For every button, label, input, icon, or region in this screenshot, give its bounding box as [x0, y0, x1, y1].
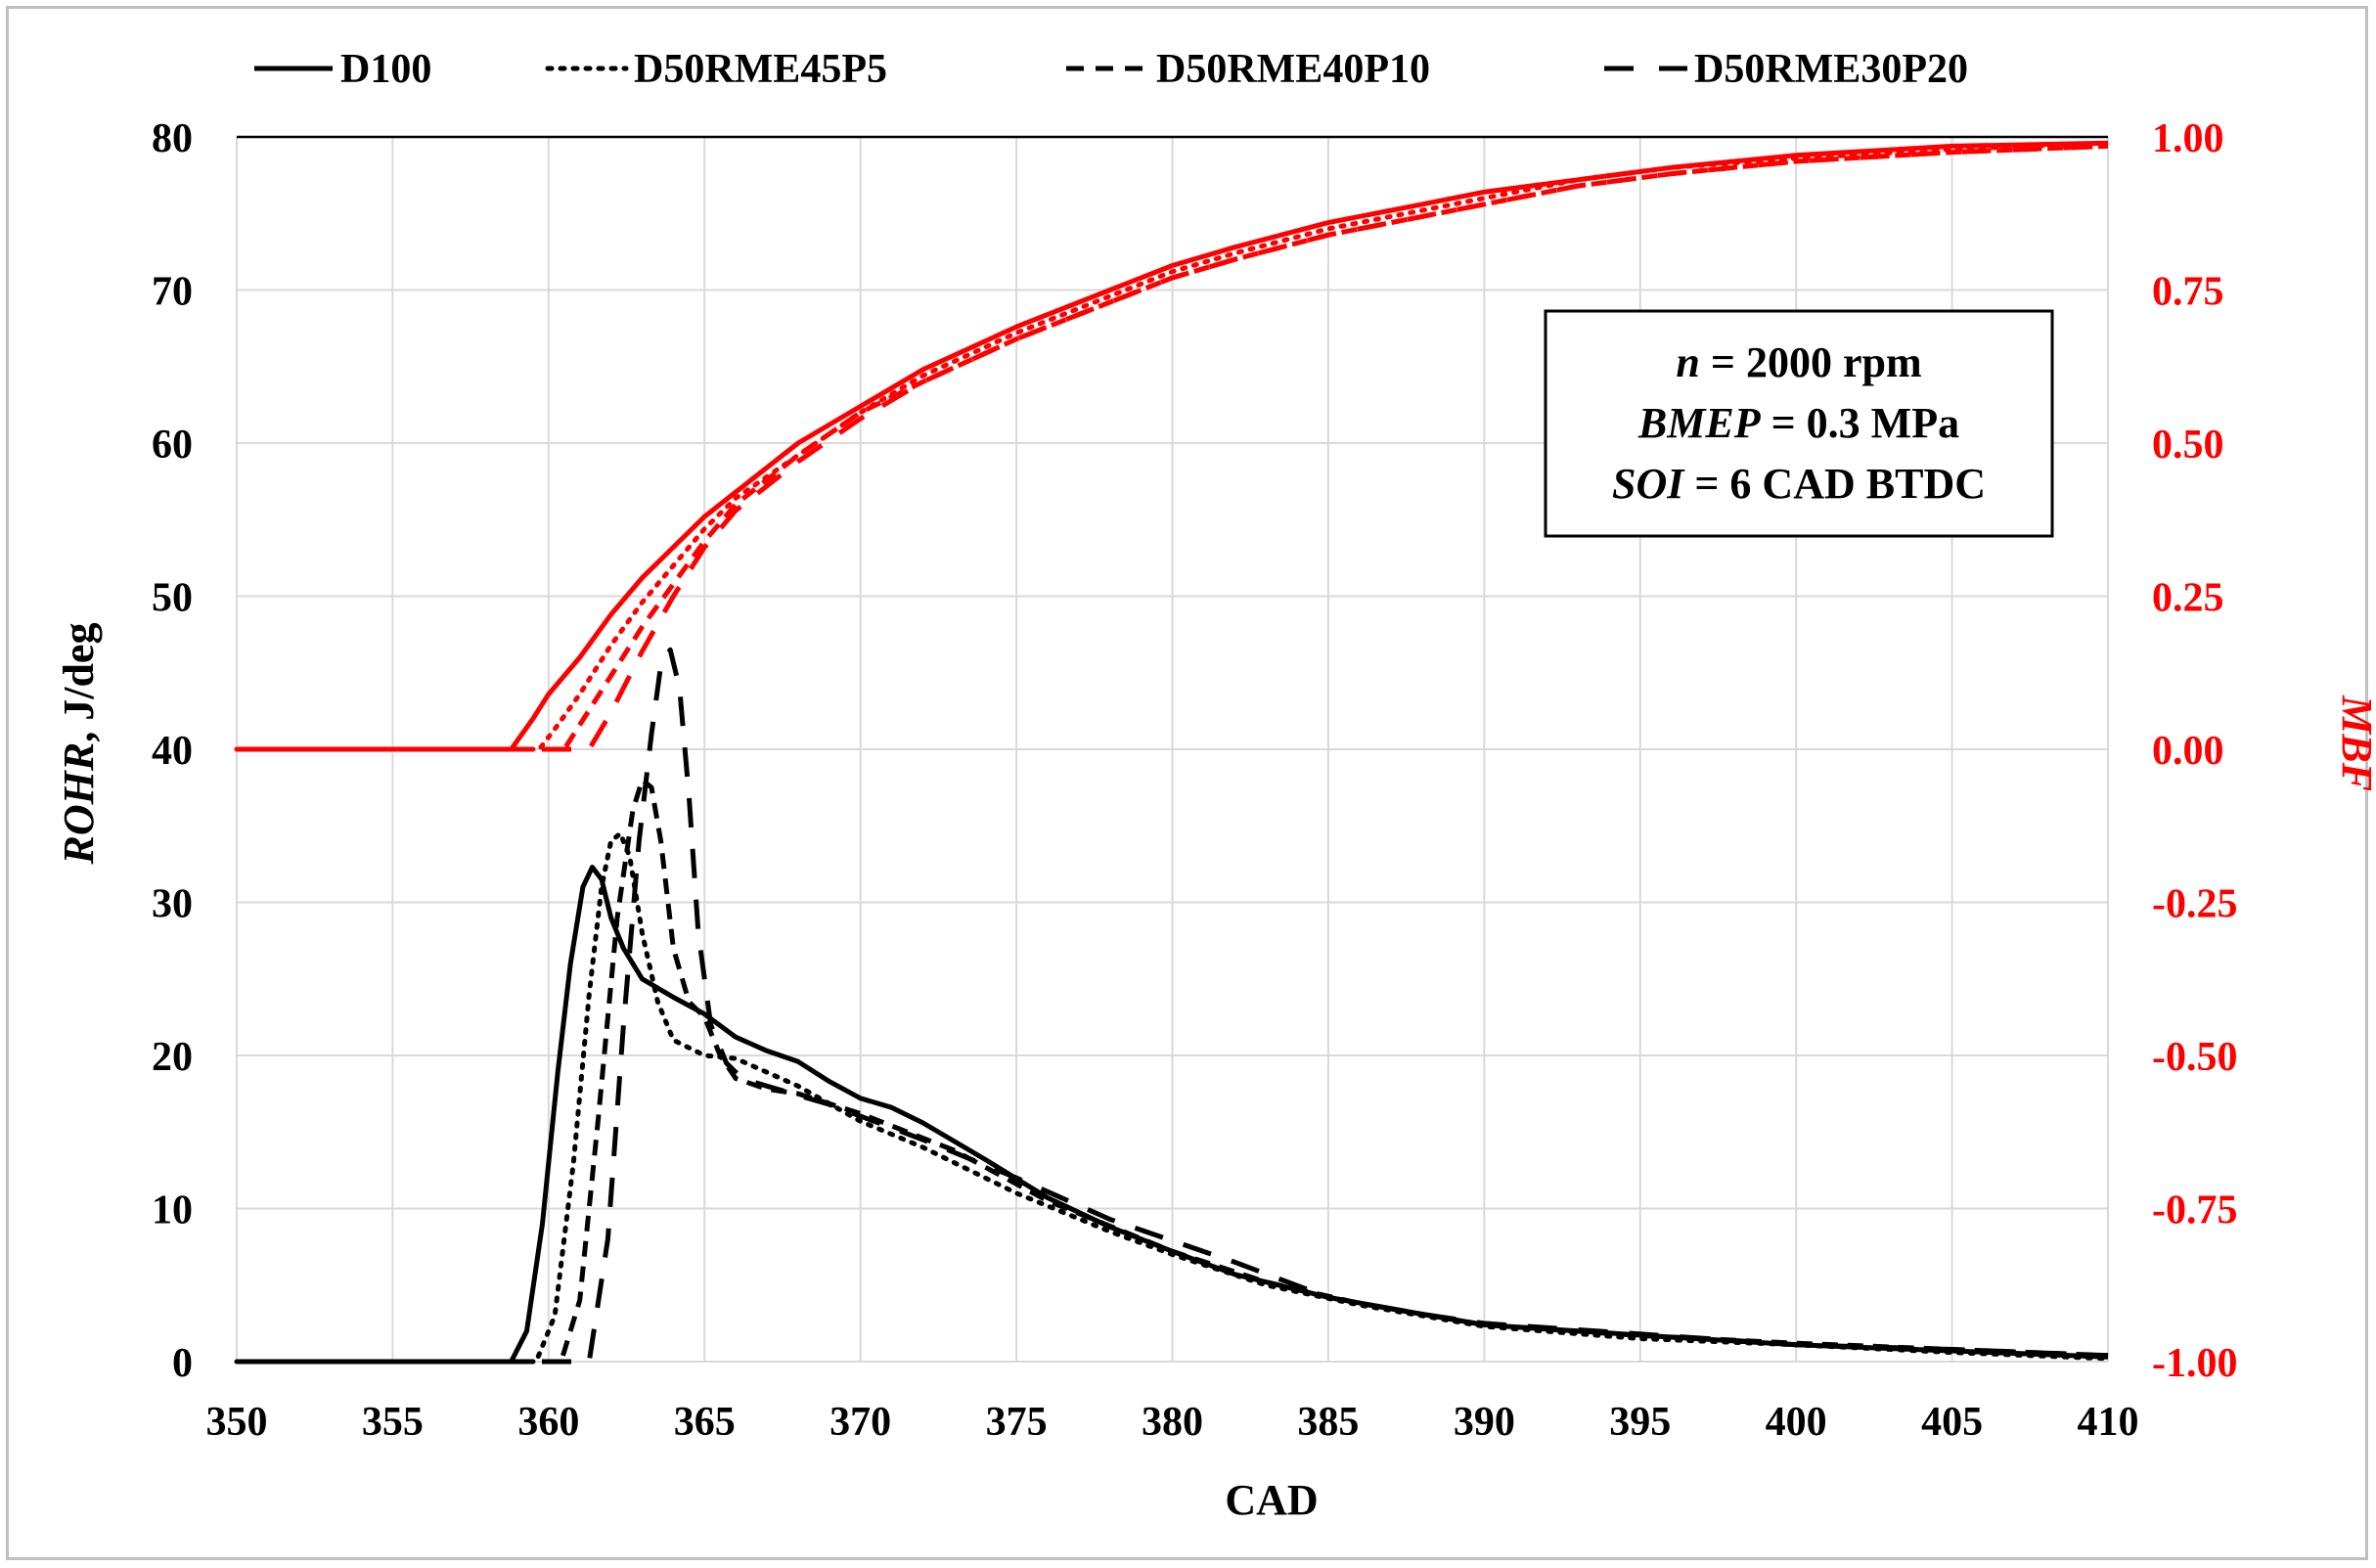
y-tick-label-0: 0	[172, 1341, 193, 1386]
mbf-line-d50rme45p5	[234, 140, 2111, 752]
mbf-line-d100	[237, 140, 2109, 752]
y2-tick-label--0.50: -0.50	[2152, 1035, 2238, 1080]
x-tick-label-375: 375	[986, 1400, 1048, 1445]
annotation-border	[1544, 309, 2054, 538]
annotation-bmep-symbol: BMEP	[1637, 399, 1762, 447]
y-axis-title-italic: ROHR	[55, 742, 103, 866]
x-tick-label-380: 380	[1142, 1400, 1203, 1445]
y2-tick-label-1.00: 1.00	[2152, 116, 2224, 161]
y-tick-label-50: 50	[152, 576, 193, 621]
legend: D100 D50RME45P5 D50RME40P10 D50RME30P20	[254, 47, 1968, 92]
annotation-soi-value: = 6 CAD BTDC	[1683, 460, 1986, 508]
x-tick-label-410: 410	[2078, 1400, 2139, 1445]
y2-tick-label-0.75: 0.75	[2152, 270, 2224, 315]
operating-conditions-box: n = 2000 rpm BMEP = 0.3 MPa SOI = 6 CAD …	[1544, 309, 2054, 538]
annotation-speed-symbol: n	[1676, 338, 1699, 386]
y2-tick-label--0.75: -0.75	[2152, 1188, 2238, 1233]
mbf-line-d50rme40p10	[237, 143, 2109, 752]
x-tick-label-405: 405	[1921, 1400, 1983, 1445]
y-axis-title: ROHR, J/deg	[55, 623, 103, 866]
tick-labels: 350 355 360 365 370 375 380 385 390 395 400 405 4100…	[152, 116, 2238, 1445]
legend-label-d50rme45p5: D50RME45P5	[634, 47, 887, 92]
x-tick-label-400: 400	[1766, 1400, 1827, 1445]
rohr-series-group	[234, 647, 2111, 1365]
x-tick-label-350: 350	[206, 1400, 268, 1445]
annotation-bmep-value: = 0.3 MPa	[1761, 399, 1959, 447]
y-tick-label-60: 60	[152, 423, 193, 468]
y-tick-label-80: 80	[152, 116, 193, 161]
annotation-line-speed: n = 2000 rpm	[1676, 338, 1921, 386]
y2-axis-title: MBF	[2333, 694, 2376, 791]
x-tick-label-395: 395	[1609, 1400, 1671, 1445]
y-tick-label-40: 40	[152, 729, 193, 774]
y-axis-title-rest: , J/deg	[55, 623, 103, 742]
mbf-line-d50rme30p20	[237, 143, 2109, 752]
x-tick-label-370: 370	[829, 1400, 891, 1445]
figure-frame	[6, 6, 2368, 1560]
mbf-series-group	[234, 140, 2111, 752]
x-axis-title: CAD	[1225, 1476, 1318, 1524]
y2-tick-label--0.25: -0.25	[2152, 882, 2238, 927]
y2-tick-label--1.00: -1.00	[2152, 1341, 2238, 1386]
x-tick-label-355: 355	[362, 1400, 424, 1445]
x-tick-label-365: 365	[674, 1400, 736, 1445]
y-tick-label-70: 70	[152, 270, 193, 315]
annotation-line-bmep: BMEP = 0.3 MPa	[1637, 399, 1959, 447]
legend-label-d50rme30p20: D50RME30P20	[1694, 47, 1968, 92]
annotation-soi-symbol: SOI	[1612, 460, 1685, 508]
x-tick-label-390: 390	[1454, 1400, 1515, 1445]
y-tick-label-20: 20	[152, 1035, 193, 1080]
y2-tick-label-0.00: 0.00	[2152, 729, 2224, 774]
y-tick-label-10: 10	[152, 1188, 193, 1233]
legend-label-d50rme40p10: D50RME40P10	[1156, 47, 1430, 92]
legend-label-d100: D100	[340, 47, 431, 92]
x-tick-label-385: 385	[1297, 1400, 1359, 1445]
y2-tick-label-0.25: 0.25	[2152, 576, 2224, 621]
y2-tick-label-0.50: 0.50	[2152, 423, 2224, 468]
annotation-line-soi: SOI = 6 CAD BTDC	[1612, 460, 1986, 508]
x-tick-label-360: 360	[517, 1400, 579, 1445]
y-tick-label-30: 30	[152, 882, 193, 927]
annotation-speed-value: = 2000 rpm	[1700, 338, 1922, 386]
